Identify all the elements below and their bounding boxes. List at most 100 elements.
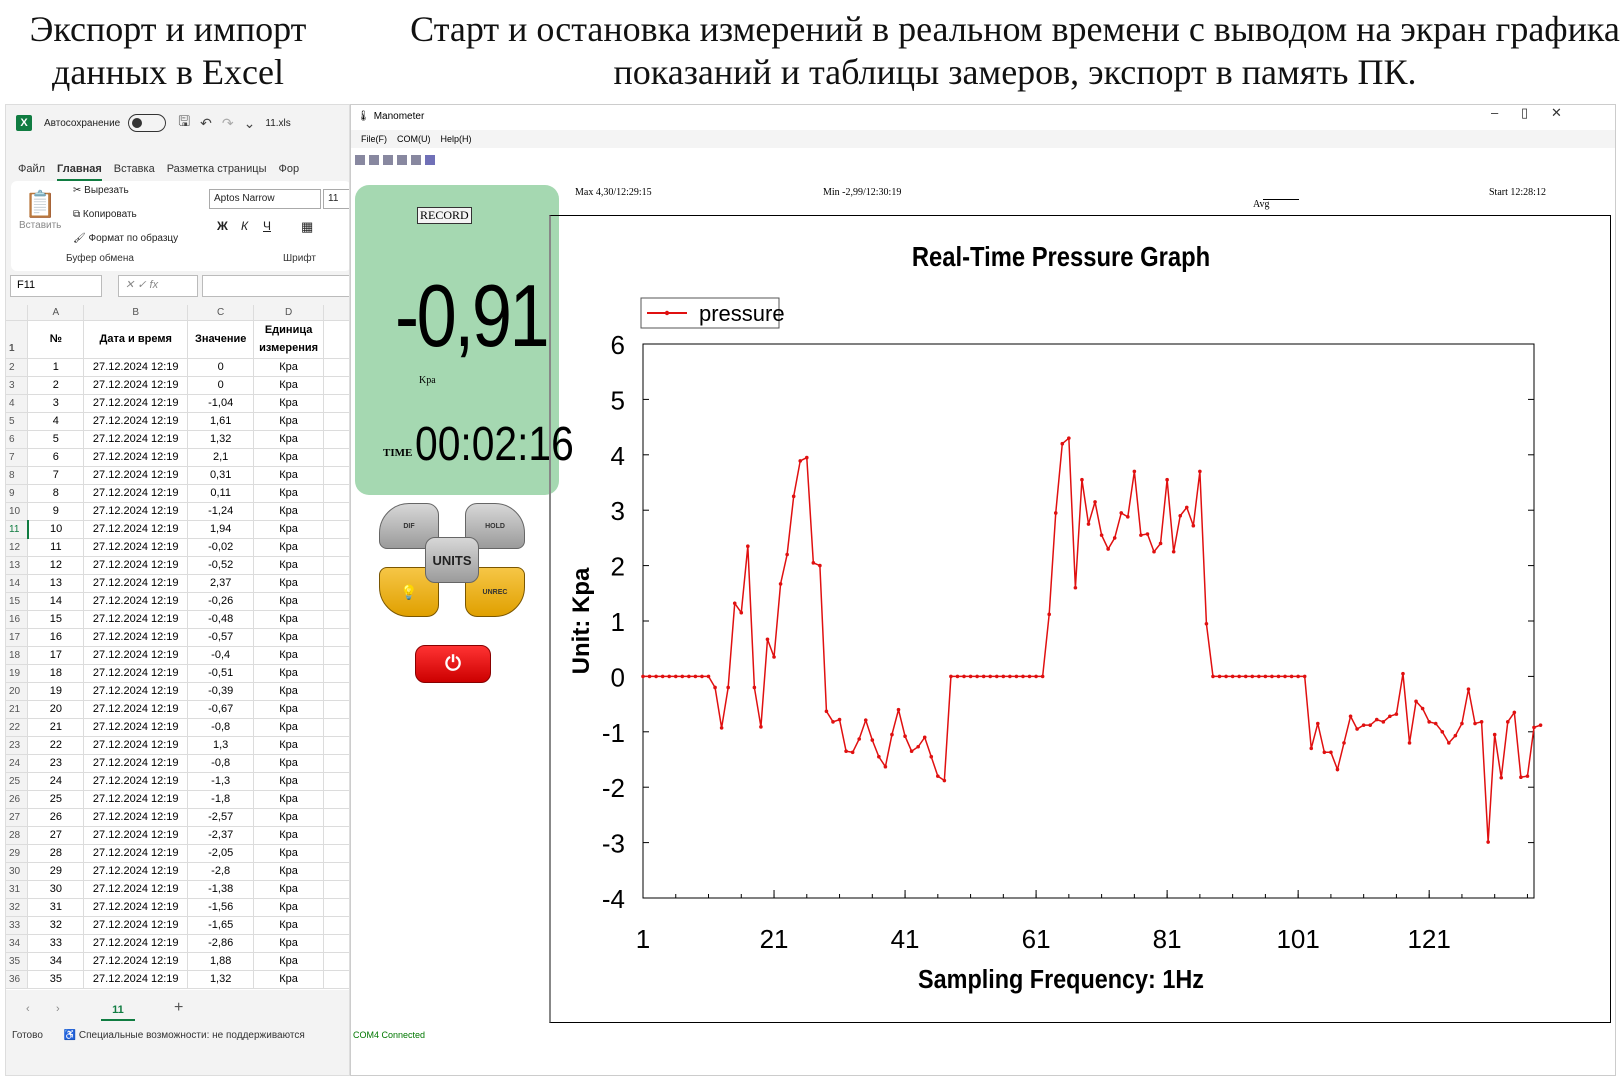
ribbon-tab[interactable]: Главная bbox=[57, 157, 102, 181]
customize-icon[interactable]: ⌄ bbox=[243, 114, 256, 131]
cell[interactable]: Кра bbox=[253, 358, 325, 377]
cell[interactable]: Кра bbox=[253, 592, 325, 611]
row-number[interactable]: 31 bbox=[6, 880, 29, 899]
cell[interactable] bbox=[323, 880, 349, 899]
cell[interactable]: 20 bbox=[27, 700, 85, 719]
cell[interactable]: 7 bbox=[27, 466, 85, 485]
cell[interactable]: 27.12.2024 12:19 bbox=[83, 448, 189, 467]
row-number[interactable]: 26 bbox=[6, 790, 29, 809]
cell[interactable]: 11 bbox=[27, 538, 85, 557]
cell[interactable]: Кра bbox=[253, 538, 325, 557]
cell[interactable] bbox=[323, 646, 349, 665]
export-icon[interactable] bbox=[383, 155, 393, 165]
menu-item[interactable]: COM(U) bbox=[397, 134, 431, 144]
row-number[interactable]: 1 bbox=[6, 320, 29, 359]
cell[interactable]: -0,48 bbox=[187, 610, 255, 629]
row-number[interactable]: 35 bbox=[6, 952, 29, 971]
cell[interactable]: 27.12.2024 12:19 bbox=[83, 934, 189, 953]
cell[interactable] bbox=[323, 574, 349, 593]
cell[interactable] bbox=[323, 862, 349, 881]
open-icon[interactable] bbox=[369, 155, 379, 165]
cell[interactable]: 4 bbox=[27, 412, 85, 431]
cell[interactable] bbox=[323, 538, 349, 557]
cell[interactable]: Кра bbox=[253, 808, 325, 827]
cell[interactable] bbox=[323, 808, 349, 827]
add-sheet-icon[interactable]: + bbox=[174, 999, 184, 1016]
cell[interactable]: 27.12.2024 12:19 bbox=[83, 412, 189, 431]
cell[interactable] bbox=[323, 520, 349, 539]
cell[interactable]: 10 bbox=[27, 520, 85, 539]
cell[interactable]: 27.12.2024 12:19 bbox=[83, 916, 189, 935]
settings-icon[interactable] bbox=[397, 155, 407, 165]
cell[interactable]: Кра bbox=[253, 682, 325, 701]
restore-icon[interactable]: ▯ bbox=[1521, 105, 1529, 120]
cell[interactable]: Кра bbox=[253, 916, 325, 935]
cell[interactable] bbox=[323, 394, 349, 413]
cell[interactable]: -0,8 bbox=[187, 754, 255, 773]
undo-icon[interactable]: ↶ bbox=[200, 114, 212, 131]
cell[interactable]: 8 bbox=[27, 484, 85, 503]
cell[interactable] bbox=[323, 682, 349, 701]
cell[interactable]: 17 bbox=[27, 646, 85, 665]
row-number[interactable]: 15 bbox=[6, 592, 29, 611]
row-number[interactable]: 2 bbox=[6, 358, 29, 377]
cell[interactable]: 27.12.2024 12:19 bbox=[83, 862, 189, 881]
cell[interactable]: 27.12.2024 12:19 bbox=[83, 664, 189, 683]
prev-sheet-icon[interactable]: ‹ bbox=[26, 1003, 30, 1015]
cell[interactable]: -0,8 bbox=[187, 718, 255, 737]
column-header[interactable] bbox=[323, 305, 349, 321]
sheet-tab[interactable]: 11 bbox=[101, 999, 135, 1021]
cell[interactable]: Кра bbox=[253, 790, 325, 809]
cell[interactable]: 2,37 bbox=[187, 574, 255, 593]
row-number[interactable]: 8 bbox=[6, 466, 29, 485]
cell[interactable]: -1,24 bbox=[187, 502, 255, 521]
ribbon-tab[interactable]: Фор bbox=[278, 163, 300, 175]
cell[interactable]: 1,61 bbox=[187, 412, 255, 431]
cell[interactable]: 27.12.2024 12:19 bbox=[83, 754, 189, 773]
cell[interactable]: 35 bbox=[27, 970, 85, 989]
cell[interactable]: Кра bbox=[253, 448, 325, 467]
cell[interactable]: Кра bbox=[253, 520, 325, 539]
cell[interactable]: 27.12.2024 12:19 bbox=[83, 646, 189, 665]
cut-button[interactable]: ✂ Вырезать bbox=[73, 185, 129, 196]
stop-icon[interactable] bbox=[425, 155, 435, 165]
row-number[interactable]: 36 bbox=[6, 970, 29, 989]
cell[interactable] bbox=[323, 610, 349, 629]
cell[interactable]: 27.12.2024 12:19 bbox=[83, 844, 189, 863]
cell[interactable] bbox=[323, 430, 349, 449]
cell[interactable]: Кра bbox=[253, 826, 325, 845]
cell[interactable] bbox=[323, 736, 349, 755]
cell[interactable]: 21 bbox=[27, 718, 85, 737]
cell[interactable]: -1,8 bbox=[187, 790, 255, 809]
cell[interactable] bbox=[323, 772, 349, 791]
header-cell[interactable]: Единица измерения bbox=[253, 320, 325, 359]
cell[interactable]: 27.12.2024 12:19 bbox=[83, 574, 189, 593]
cell[interactable]: 1,94 bbox=[187, 520, 255, 539]
cell[interactable] bbox=[323, 700, 349, 719]
close-icon[interactable]: ✕ bbox=[1551, 105, 1562, 120]
cell[interactable]: -0,57 bbox=[187, 628, 255, 647]
row-number[interactable]: 18 bbox=[6, 646, 29, 665]
cell[interactable]: 27.12.2024 12:19 bbox=[83, 898, 189, 917]
cell[interactable]: 27.12.2024 12:19 bbox=[83, 700, 189, 719]
row-number[interactable]: 25 bbox=[6, 772, 29, 791]
cell[interactable]: 33 bbox=[27, 934, 85, 953]
next-sheet-icon[interactable]: › bbox=[56, 1003, 60, 1015]
row-number[interactable]: 30 bbox=[6, 862, 29, 881]
cell[interactable]: 26 bbox=[27, 808, 85, 827]
cell[interactable]: 0 bbox=[187, 358, 255, 377]
cell[interactable]: Кра bbox=[253, 952, 325, 971]
cell[interactable] bbox=[323, 898, 349, 917]
cell[interactable]: 24 bbox=[27, 772, 85, 791]
row-number[interactable]: 11 bbox=[6, 520, 29, 539]
cell[interactable]: 1,32 bbox=[187, 970, 255, 989]
cell[interactable] bbox=[323, 916, 349, 935]
cell[interactable] bbox=[323, 664, 349, 683]
spreadsheet-grid[interactable]: A B C D 1 № Дата и время Значение Единица измере… bbox=[6, 305, 349, 990]
cell[interactable] bbox=[323, 844, 349, 863]
cell[interactable]: Кра bbox=[253, 736, 325, 755]
cell[interactable]: 27.12.2024 12:19 bbox=[83, 736, 189, 755]
cell[interactable]: Кра bbox=[253, 394, 325, 413]
row-number[interactable]: 22 bbox=[6, 718, 29, 737]
cell[interactable]: 25 bbox=[27, 790, 85, 809]
